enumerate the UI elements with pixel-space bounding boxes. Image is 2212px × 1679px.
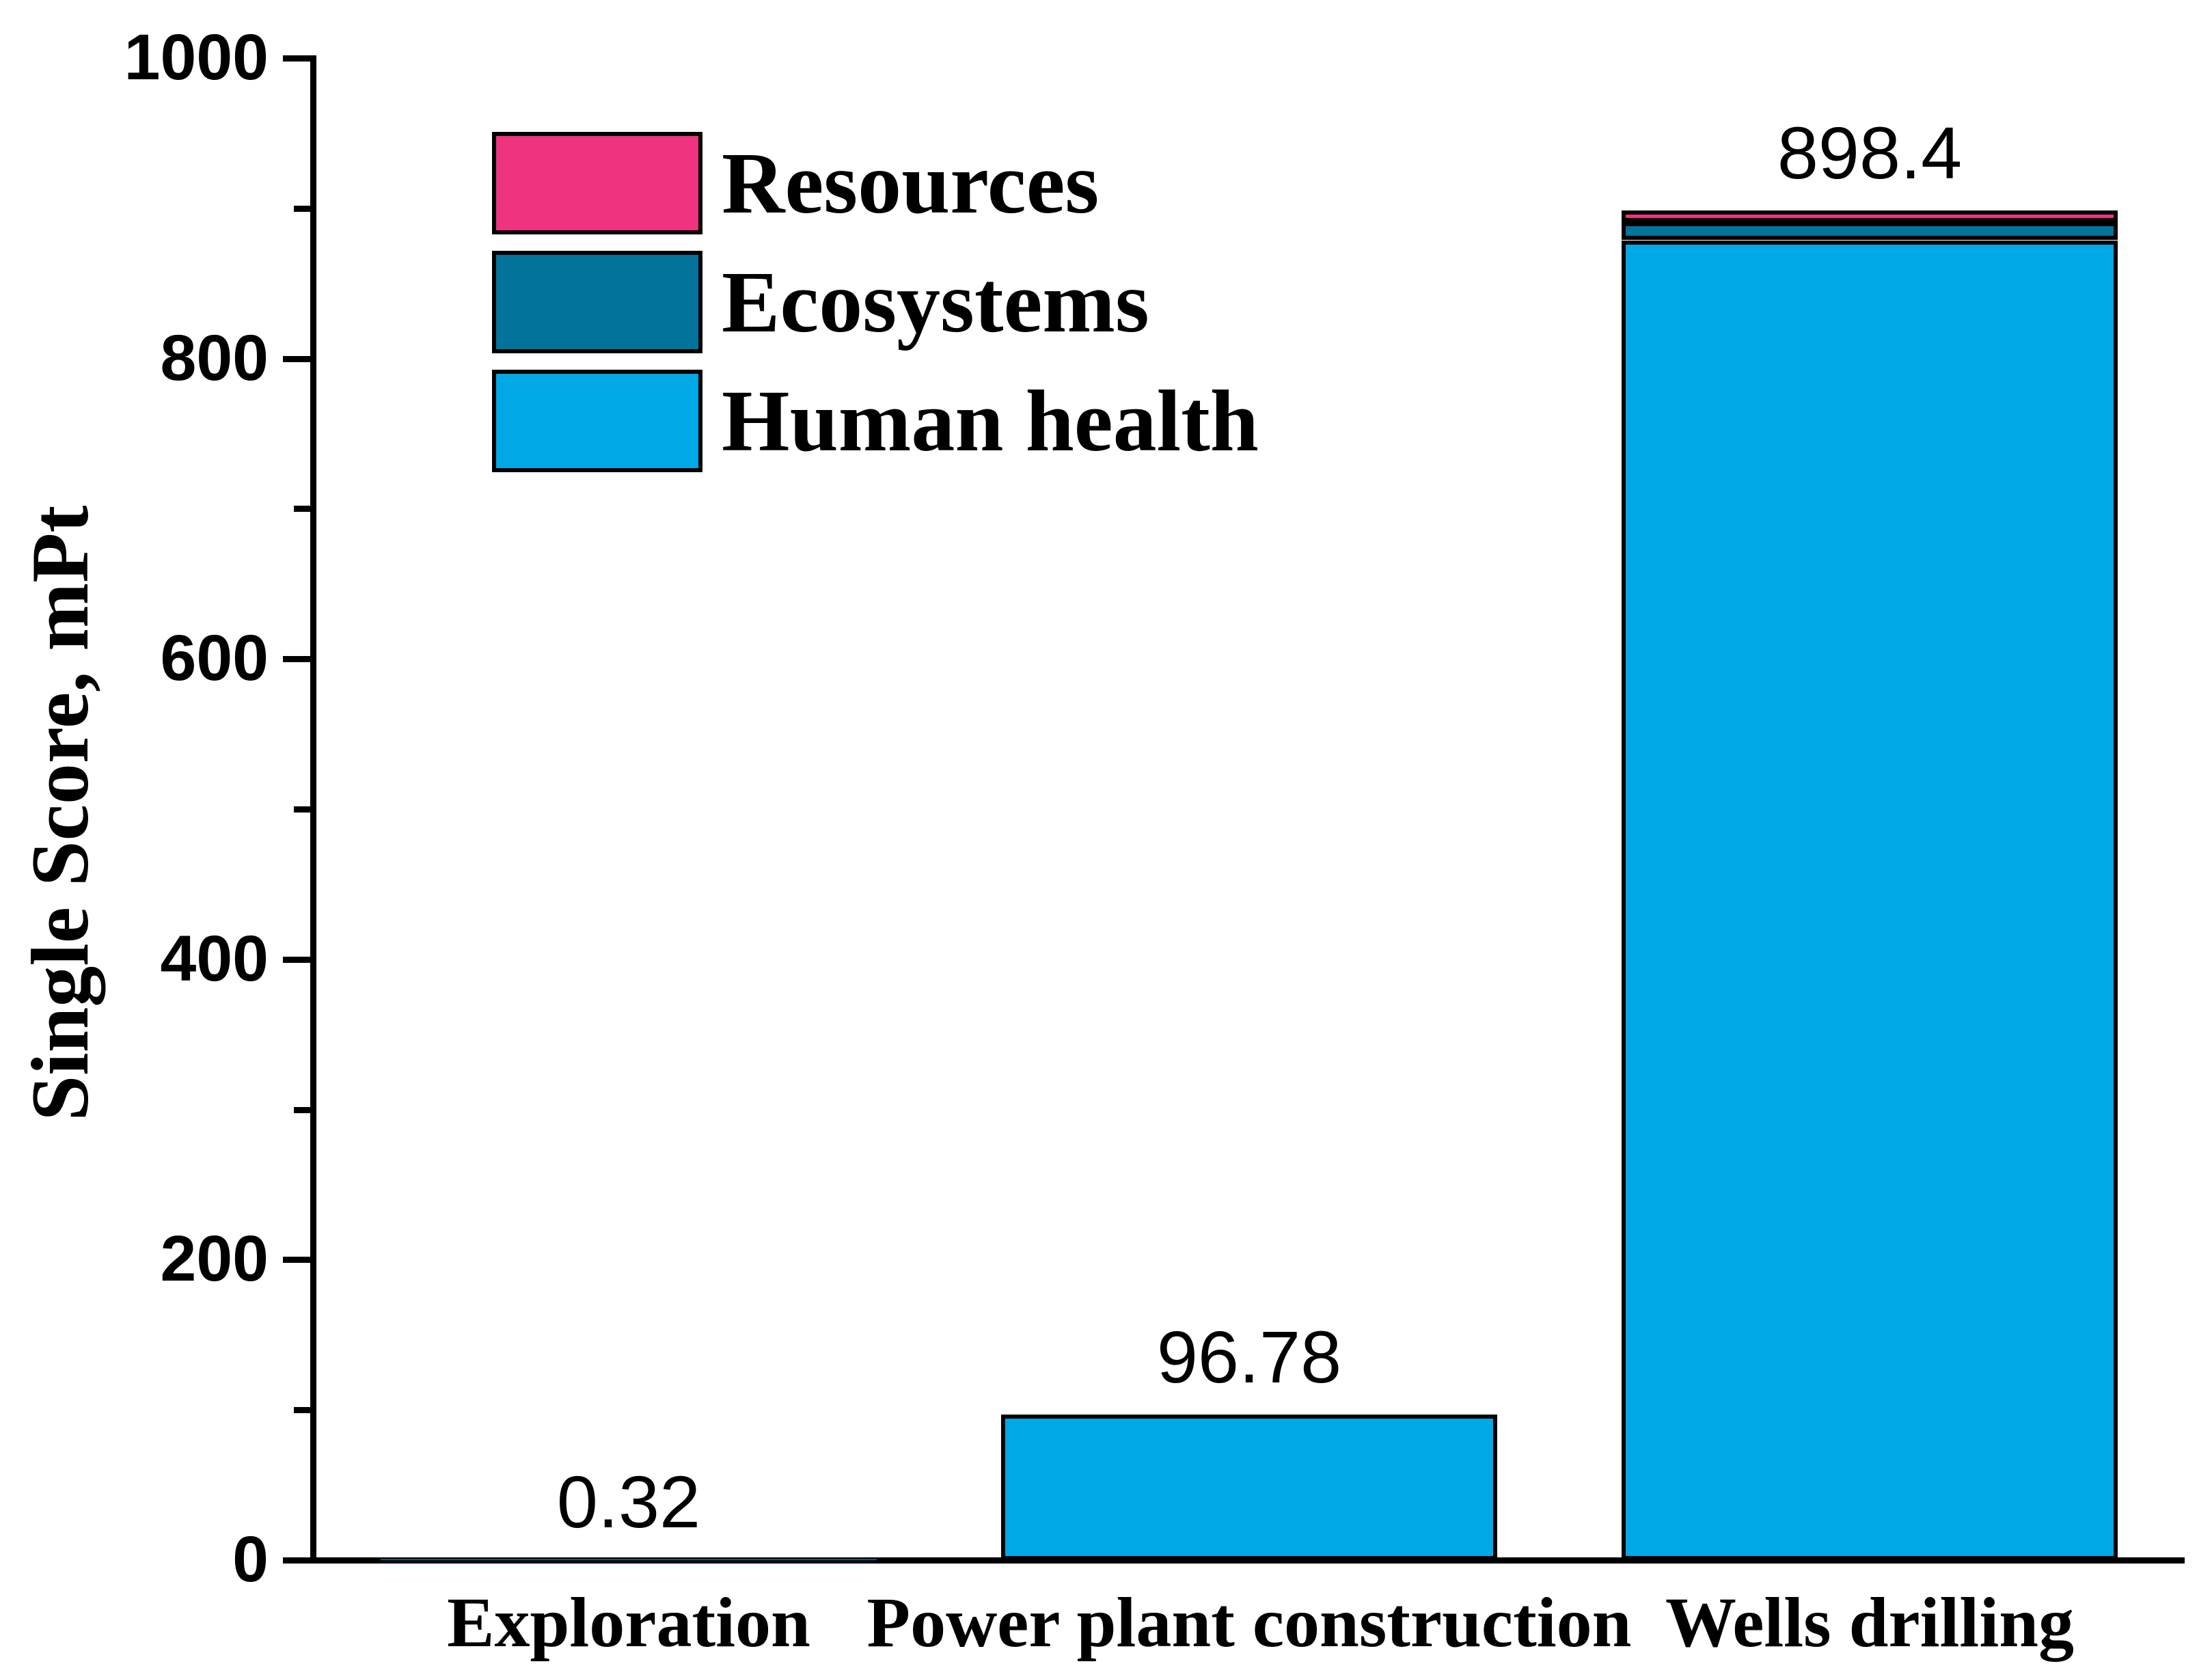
bar-segment-human-health (381, 1559, 877, 1560)
y-axis-title: Single Score, mPt (14, 505, 105, 1121)
y-axis-major-tick (283, 55, 310, 62)
y-axis-line (310, 55, 316, 1564)
y-axis-major-tick (283, 1257, 310, 1263)
y-tick-label: 800 (160, 322, 269, 394)
legend-label: Human health (722, 372, 1259, 469)
y-axis-major-tick (283, 957, 310, 963)
y-axis-major-tick (283, 356, 310, 362)
bar-segment-human-health (1622, 241, 2118, 1560)
y-tick-label: 200 (160, 1223, 269, 1295)
x-axis-line (310, 1557, 2185, 1564)
x-category-label: Wells drilling (1665, 1583, 2075, 1662)
y-tick-label: 400 (160, 923, 269, 995)
bar-value-label: 898.4 (1777, 111, 1963, 194)
y-tick-label: 1000 (124, 21, 269, 94)
legend-swatch-resources (492, 132, 702, 234)
legend-label: Ecosystems (722, 254, 1149, 351)
y-tick-label: 0 (232, 1523, 269, 1596)
bar-value-label: 96.78 (1156, 1315, 1342, 1398)
bar-segment-ecosystems (1622, 222, 2118, 240)
y-axis-minor-tick (294, 1407, 310, 1413)
y-axis-major-tick (283, 1557, 310, 1564)
legend-swatch-ecosystems (492, 251, 702, 353)
x-category-label: Exploration (447, 1583, 810, 1662)
y-axis-minor-tick (294, 1107, 310, 1113)
y-tick-label: 600 (160, 622, 269, 694)
legend-label: Resources (722, 135, 1100, 232)
y-axis-minor-tick (294, 206, 310, 212)
y-axis-major-tick (283, 656, 310, 662)
x-category-label: Power plant construction (866, 1583, 1632, 1662)
legend-swatch-human-health (492, 370, 702, 472)
bar-value-label: 0.32 (556, 1460, 701, 1543)
bar-segment-resources (1622, 210, 2118, 222)
bar-segment-human-health (1001, 1415, 1497, 1560)
y-axis-minor-tick (294, 806, 310, 813)
y-axis-minor-tick (294, 506, 310, 512)
